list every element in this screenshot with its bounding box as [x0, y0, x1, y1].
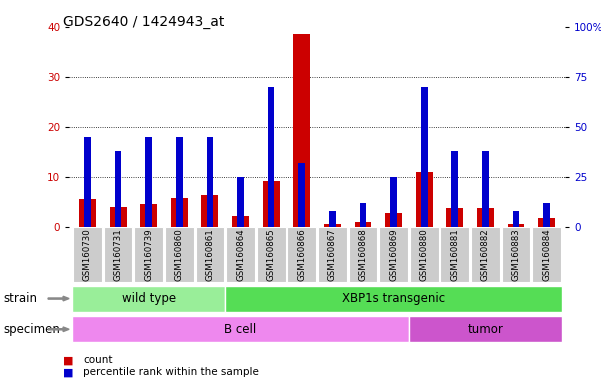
FancyBboxPatch shape	[409, 316, 562, 342]
Bar	[115, 151, 121, 227]
Text: GSM160867: GSM160867	[328, 228, 337, 281]
Bar	[390, 177, 397, 227]
Text: GSM160866: GSM160866	[297, 228, 307, 281]
Bar	[451, 151, 458, 227]
Bar	[207, 137, 213, 227]
FancyBboxPatch shape	[195, 227, 224, 282]
Text: GSM160865: GSM160865	[267, 228, 276, 281]
FancyBboxPatch shape	[532, 227, 561, 282]
FancyBboxPatch shape	[287, 227, 316, 282]
Bar	[477, 208, 494, 227]
Bar	[268, 87, 275, 227]
FancyBboxPatch shape	[471, 227, 500, 282]
Bar	[329, 210, 336, 227]
FancyBboxPatch shape	[502, 227, 530, 282]
Bar	[538, 218, 555, 227]
Text: tumor: tumor	[468, 323, 503, 336]
Text: ■: ■	[63, 367, 73, 377]
FancyBboxPatch shape	[379, 227, 408, 282]
Text: GSM160880: GSM160880	[419, 228, 429, 281]
FancyBboxPatch shape	[165, 227, 194, 282]
Bar	[416, 172, 433, 227]
Bar	[263, 180, 279, 227]
Text: GSM160882: GSM160882	[481, 228, 490, 281]
Bar	[237, 177, 244, 227]
Text: GSM160884: GSM160884	[542, 228, 551, 281]
Bar	[201, 195, 218, 227]
Bar	[140, 204, 157, 227]
Bar	[355, 222, 371, 227]
FancyBboxPatch shape	[349, 227, 377, 282]
FancyBboxPatch shape	[72, 286, 225, 311]
FancyBboxPatch shape	[318, 227, 347, 282]
Bar	[447, 208, 463, 227]
Bar	[508, 224, 525, 227]
Text: GSM160860: GSM160860	[175, 228, 184, 281]
Text: GSM160731: GSM160731	[114, 228, 123, 281]
Bar	[171, 198, 188, 227]
Bar	[84, 137, 91, 227]
Bar	[79, 199, 96, 227]
Text: specimen: specimen	[3, 323, 60, 336]
Text: GDS2640 / 1424943_at: GDS2640 / 1424943_at	[63, 15, 225, 29]
Text: GSM160869: GSM160869	[389, 228, 398, 281]
Text: GSM160864: GSM160864	[236, 228, 245, 281]
Text: GSM160881: GSM160881	[450, 228, 459, 281]
Text: percentile rank within the sample: percentile rank within the sample	[83, 367, 259, 377]
Text: GSM160730: GSM160730	[83, 228, 92, 281]
Text: GSM160868: GSM160868	[358, 228, 367, 281]
Text: strain: strain	[3, 292, 37, 305]
Bar	[232, 215, 249, 227]
Text: wild type: wild type	[121, 292, 175, 305]
FancyBboxPatch shape	[441, 227, 469, 282]
Text: XBP1s transgenic: XBP1s transgenic	[342, 292, 445, 305]
Text: GSM160739: GSM160739	[144, 228, 153, 281]
FancyBboxPatch shape	[257, 227, 285, 282]
Bar	[543, 203, 550, 227]
Bar	[359, 203, 366, 227]
Text: B cell: B cell	[224, 323, 257, 336]
FancyBboxPatch shape	[134, 227, 163, 282]
Text: GSM160883: GSM160883	[511, 228, 520, 281]
Bar	[324, 224, 341, 227]
Bar	[482, 151, 489, 227]
FancyBboxPatch shape	[72, 316, 409, 342]
Bar	[176, 137, 183, 227]
FancyBboxPatch shape	[225, 286, 562, 311]
Bar	[145, 137, 152, 227]
Text: GSM160861: GSM160861	[206, 228, 215, 281]
Text: count: count	[83, 355, 112, 365]
FancyBboxPatch shape	[73, 227, 102, 282]
Bar	[513, 210, 519, 227]
Bar	[293, 34, 310, 227]
FancyBboxPatch shape	[226, 227, 255, 282]
Text: ■: ■	[63, 355, 73, 365]
FancyBboxPatch shape	[104, 227, 132, 282]
FancyBboxPatch shape	[410, 227, 439, 282]
Bar	[385, 213, 402, 227]
Bar	[109, 207, 126, 227]
Bar	[298, 163, 305, 227]
Bar	[421, 87, 427, 227]
